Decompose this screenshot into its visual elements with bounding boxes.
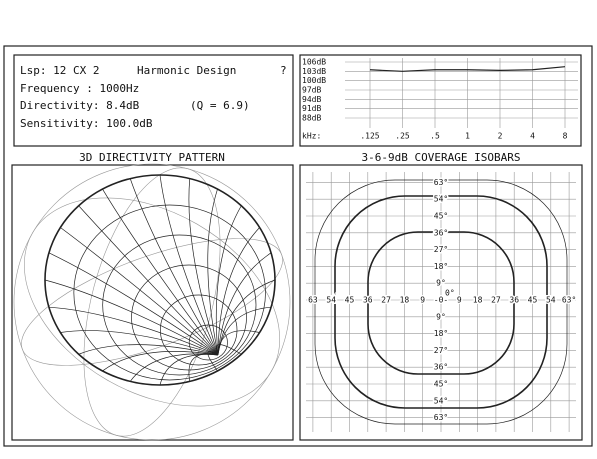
v-tick-label: 54° (434, 195, 448, 204)
mesh-line (78, 344, 219, 356)
h-tick-label: 63° (562, 296, 576, 305)
mesh-line (217, 227, 260, 356)
isobar (334, 195, 548, 409)
h-tick-label: 27 (381, 296, 391, 305)
v-tick-label: 54° (434, 396, 448, 405)
v-tick-label: 27° (434, 346, 448, 355)
panel-title: 3D DIRECTIVITY PATTERN (79, 151, 225, 164)
mesh-ring (159, 294, 238, 366)
x-tick-label: .5 (430, 132, 440, 141)
x-tick-label: .125 (360, 132, 379, 141)
y-tick-label: 91dB (302, 104, 321, 113)
mesh-line (48, 306, 219, 356)
help[interactable]: ? (280, 64, 287, 77)
h-tick-label: 36 (509, 296, 519, 305)
y-tick-label: 97dB (302, 86, 321, 95)
mesh-line (207, 188, 219, 356)
mesh-line (44, 279, 219, 356)
mesh-ring (102, 234, 257, 376)
v-tick-label: 45° (434, 380, 448, 389)
h-tick-label: 54 (546, 296, 556, 305)
h-tick-label: 9 (420, 296, 425, 305)
v-tick-label: 45° (434, 212, 448, 221)
h-tick-label: 45 (345, 296, 355, 305)
mesh-line (217, 306, 272, 356)
h-tick-label: 27 (491, 296, 501, 305)
sphere-ring (83, 167, 221, 437)
mesh-line (129, 178, 219, 356)
mesh-line (159, 174, 219, 356)
x-tick-label: 1 (465, 132, 470, 141)
sphere-ring (21, 238, 283, 366)
response-box (299, 54, 582, 147)
x-tick-label: 4 (530, 132, 535, 141)
mesh-line (129, 353, 219, 382)
mesh-ring (131, 264, 247, 371)
isobar (314, 179, 568, 425)
center-label: 0° (445, 289, 455, 298)
v-tick-label: 9° (436, 312, 446, 321)
v-tick-label: 9° (436, 279, 446, 288)
mesh-line (188, 178, 219, 356)
v-tick-label: 63° (434, 413, 448, 422)
directivity: Directivity: 8.4dB (20, 99, 140, 112)
speaker: Lsp: 12 CX 2 (20, 64, 99, 77)
h-tick-label: 18 (400, 296, 410, 305)
y-tick-label: 106dB (302, 58, 326, 67)
v-tick-label: 18° (434, 329, 448, 338)
x-tick-label: 2 (498, 132, 503, 141)
mesh-line (215, 205, 242, 356)
panel-title: 3-6-9dB COVERAGE ISOBARS (362, 151, 521, 164)
q-value: (Q = 6.9) (190, 99, 250, 112)
h-tick-label: 63 (308, 296, 318, 305)
h-tick-label: 54 (326, 296, 336, 305)
y-tick-label: 100dB (302, 76, 326, 85)
h-tick-label: 9 (457, 296, 462, 305)
v-tick-label: 36° (434, 363, 448, 372)
mesh-ring (44, 174, 276, 386)
info-box (13, 54, 294, 147)
y-tick-label: 94dB (302, 95, 321, 104)
mesh-line (78, 205, 219, 356)
v-tick-label: 63° (434, 178, 448, 187)
y-tick-label: 103dB (302, 67, 326, 76)
v-tick-label: 27° (434, 245, 448, 254)
isobar (367, 231, 515, 375)
x-label: kHz: (302, 132, 321, 141)
sphere (13, 163, 291, 441)
mesh-line (217, 252, 272, 356)
mesh-line (48, 252, 219, 356)
design: Harmonic Design (137, 64, 236, 77)
mesh-line (102, 188, 219, 356)
x-tick-label: .25 (395, 132, 410, 141)
sphere-ring (23, 197, 281, 407)
h-tick-label: 36 (363, 296, 373, 305)
h-tick-label: 18 (473, 296, 483, 305)
directivity-globe (13, 163, 291, 441)
v-tick-label: 18° (434, 262, 448, 271)
mesh-line (60, 330, 219, 356)
mesh-ring (73, 204, 266, 381)
h-tick-label: -0- (434, 296, 448, 305)
mesh-ring (188, 324, 228, 361)
v-tick-label: 36° (434, 228, 448, 237)
mesh-line (102, 351, 219, 372)
x-tick-label: 8 (563, 132, 568, 141)
sensitivity: Sensitivity: 100.0dB (20, 117, 153, 130)
coverage-grid (306, 172, 576, 432)
mesh-line (60, 227, 219, 356)
coverage-panel (299, 164, 583, 441)
response-curve (369, 66, 566, 72)
y-tick-label: 88dB (302, 114, 321, 123)
frame (3, 45, 593, 447)
h-tick-label: 45 (528, 296, 538, 305)
frequency: Frequency : 1000Hz (20, 82, 139, 95)
